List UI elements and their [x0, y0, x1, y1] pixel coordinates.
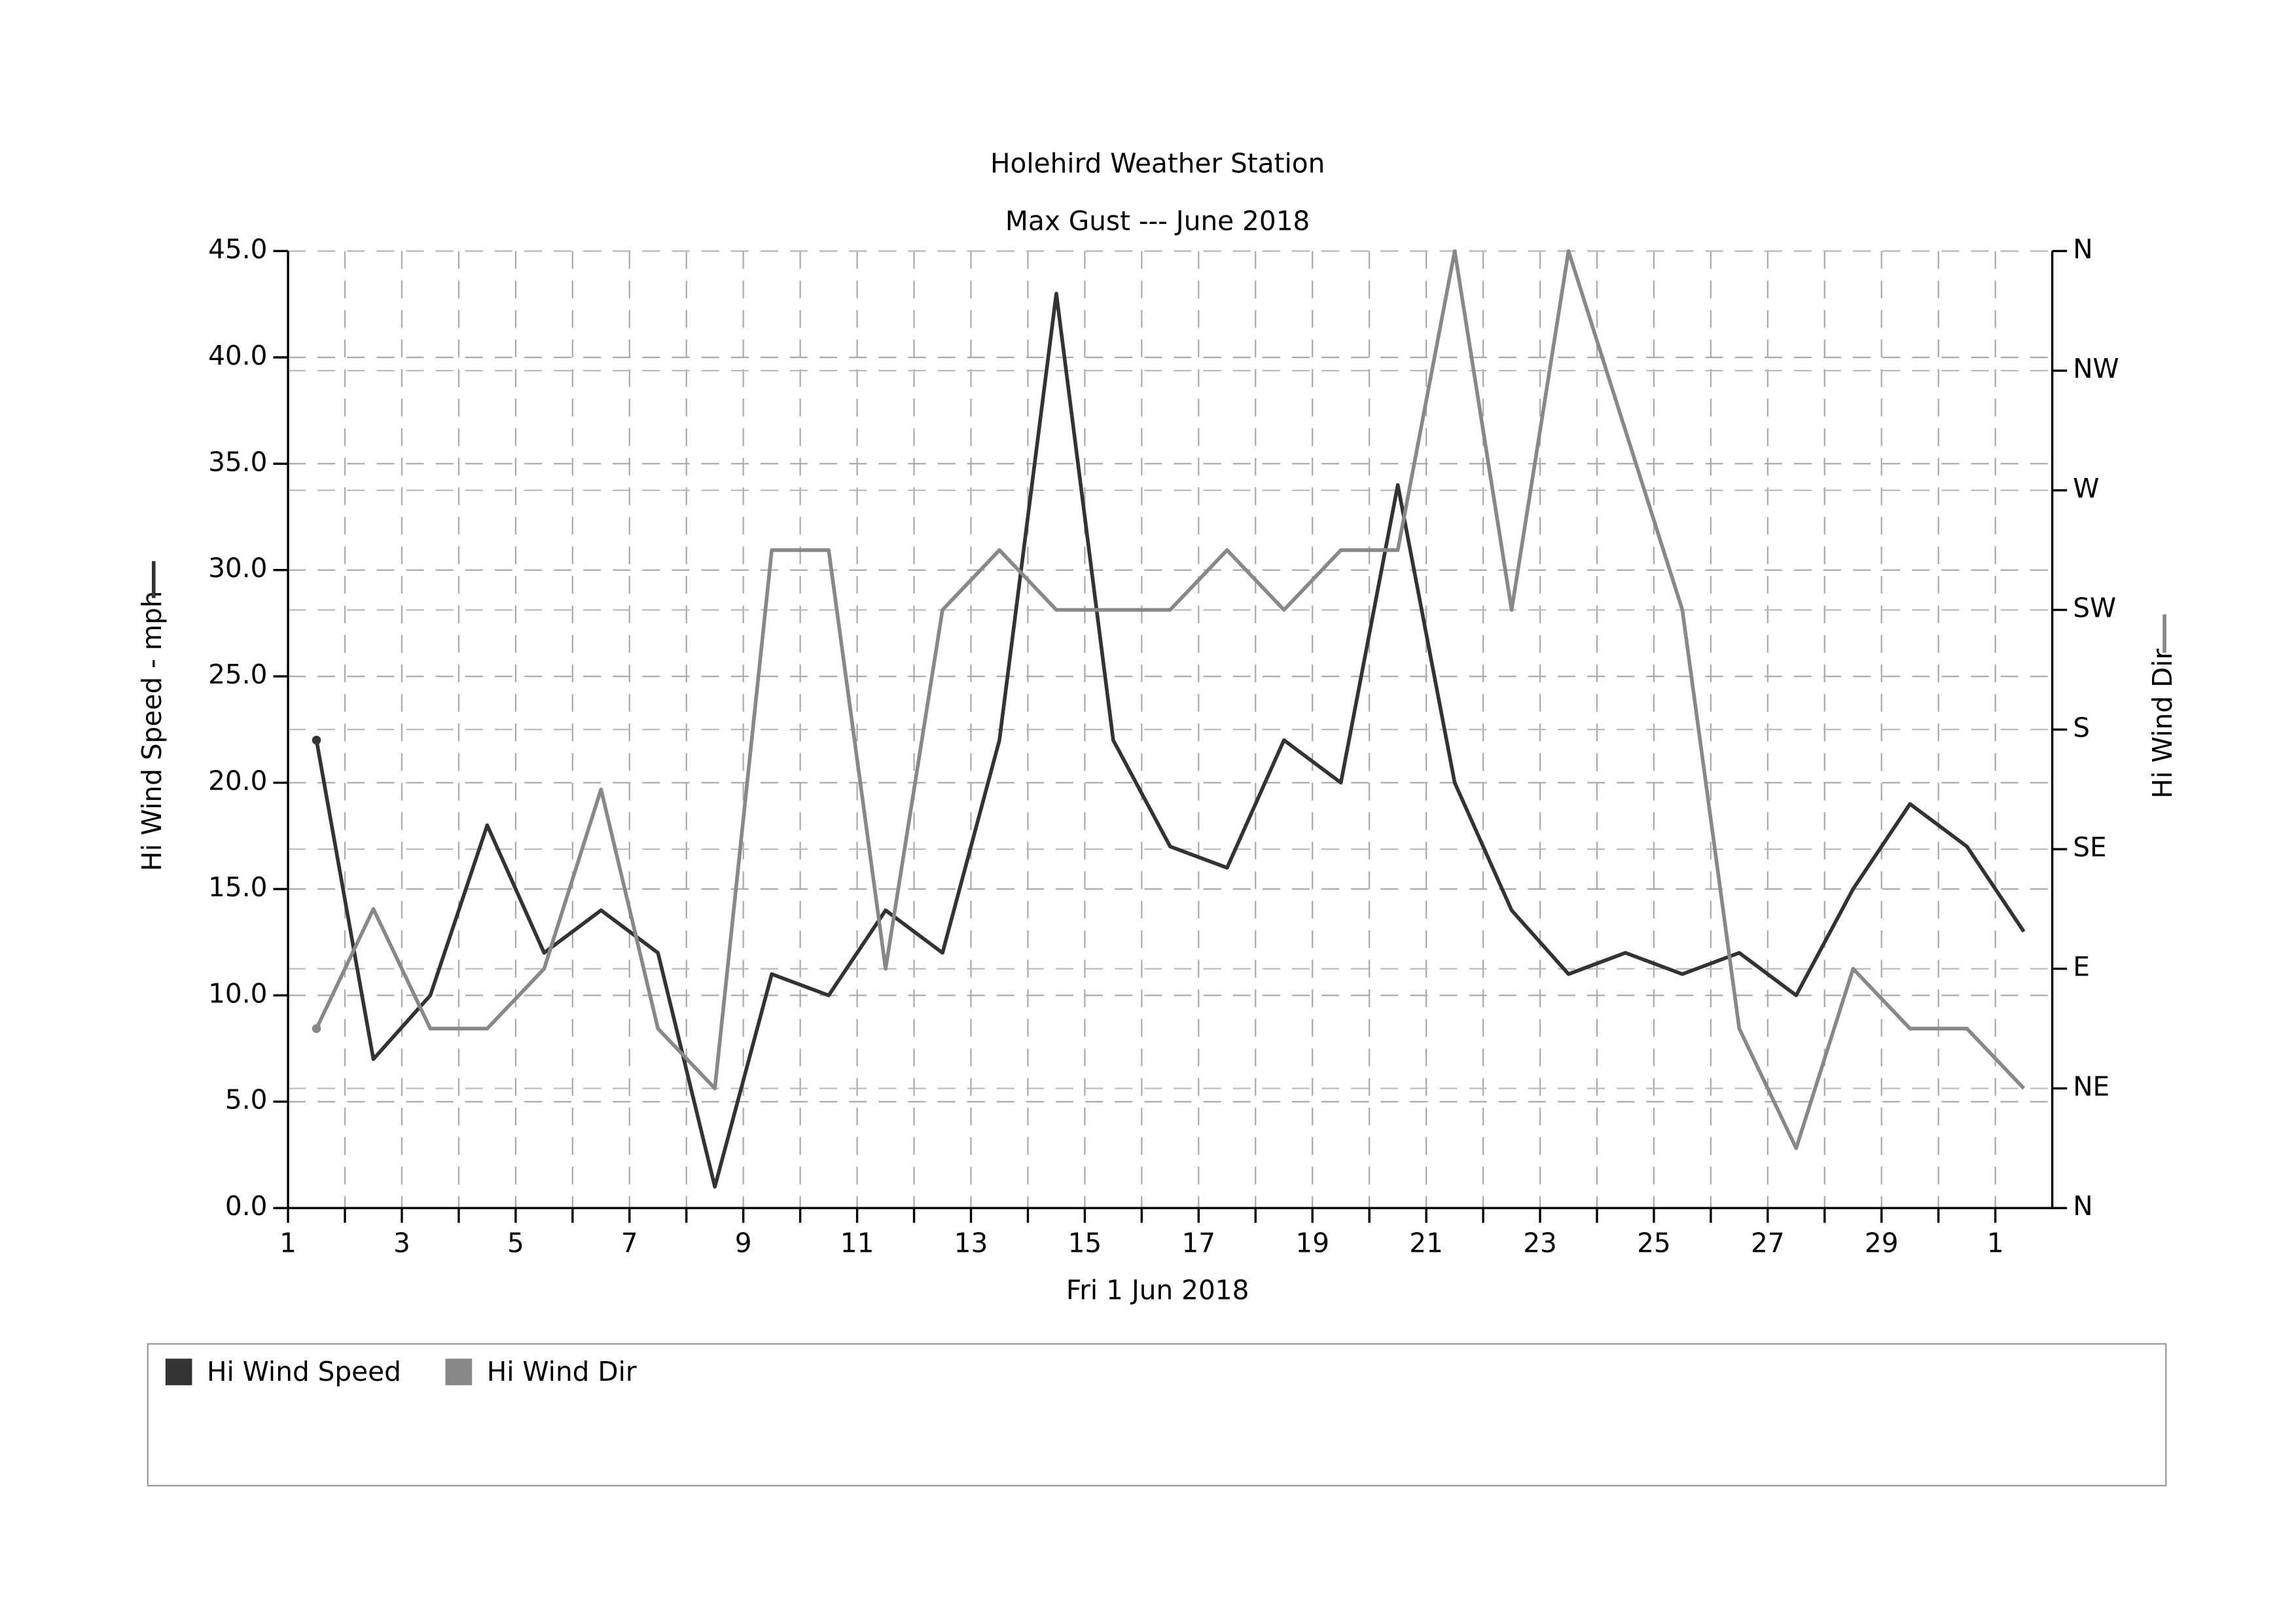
x-tick-label: 1: [1987, 1228, 2004, 1259]
y2-tick-label: NW: [2073, 353, 2119, 384]
legend-label: Hi Wind Dir: [487, 1356, 637, 1387]
y-tick-label: 40.0: [208, 340, 267, 371]
series-line: [314, 249, 2026, 1150]
y-tick-label: 15.0: [208, 871, 267, 903]
y-tick-label: 45.0: [208, 233, 267, 264]
x-tick-label: 23: [1523, 1228, 1557, 1259]
legend-box: [147, 1343, 2167, 1487]
y-tick-label: 10.0: [208, 977, 267, 1009]
y2-tick-label: SW: [2073, 593, 2116, 624]
y2-tick-label: W: [2073, 473, 2099, 504]
y-tick-label: 0.0: [225, 1190, 268, 1222]
y2-tick-label: NE: [2073, 1070, 2109, 1102]
y2-axis-label: Hi Wind Dir: [2147, 649, 2178, 799]
y2-tick-label: SE: [2073, 831, 2106, 863]
x-tick-label: 11: [840, 1228, 874, 1259]
x-tick-label: 7: [621, 1228, 638, 1259]
series-line: [314, 291, 2026, 1189]
y-tick-label: 30.0: [208, 553, 267, 584]
legend-label: Hi Wind Speed: [207, 1356, 401, 1387]
x-axis-label: Fri 1 Jun 2018: [1066, 1275, 1249, 1306]
y-axis-label: Hi Wind Speed - mph: [136, 591, 168, 871]
y-tick-label: 5.0: [225, 1084, 268, 1116]
x-tick-label: 19: [1295, 1228, 1329, 1259]
y-tick-label: 20.0: [208, 765, 267, 797]
y2-tick-label: N: [2073, 233, 2092, 264]
legend-swatch: [165, 1359, 192, 1385]
series-start-dot: [312, 735, 321, 745]
y2-tick-label: S: [2073, 712, 2090, 743]
chart-title: Holehird Weather Station: [990, 148, 1325, 179]
x-tick-label: 21: [1409, 1228, 1443, 1259]
x-tick-label: 17: [1181, 1228, 1215, 1259]
x-tick-label: 1: [279, 1228, 296, 1259]
y-tick-label: 35.0: [208, 446, 267, 477]
y2-tick-label: E: [2073, 951, 2090, 983]
legend-swatch: [445, 1359, 473, 1385]
x-tick-label: 15: [1068, 1228, 1102, 1259]
x-tick-label: 9: [735, 1228, 752, 1259]
series-start-dot: [312, 1024, 321, 1033]
x-tick-label: 3: [393, 1228, 410, 1259]
x-tick-label: 5: [507, 1228, 524, 1259]
chart-subtitle: Max Gust --- June 2018: [1005, 206, 1310, 237]
x-tick-label: 25: [1637, 1228, 1671, 1259]
y-tick-label: 25.0: [208, 659, 267, 690]
x-tick-label: 13: [954, 1228, 988, 1259]
x-tick-label: 29: [1865, 1228, 1899, 1259]
y2-tick-label: N: [2073, 1190, 2092, 1222]
x-tick-label: 27: [1751, 1228, 1785, 1259]
